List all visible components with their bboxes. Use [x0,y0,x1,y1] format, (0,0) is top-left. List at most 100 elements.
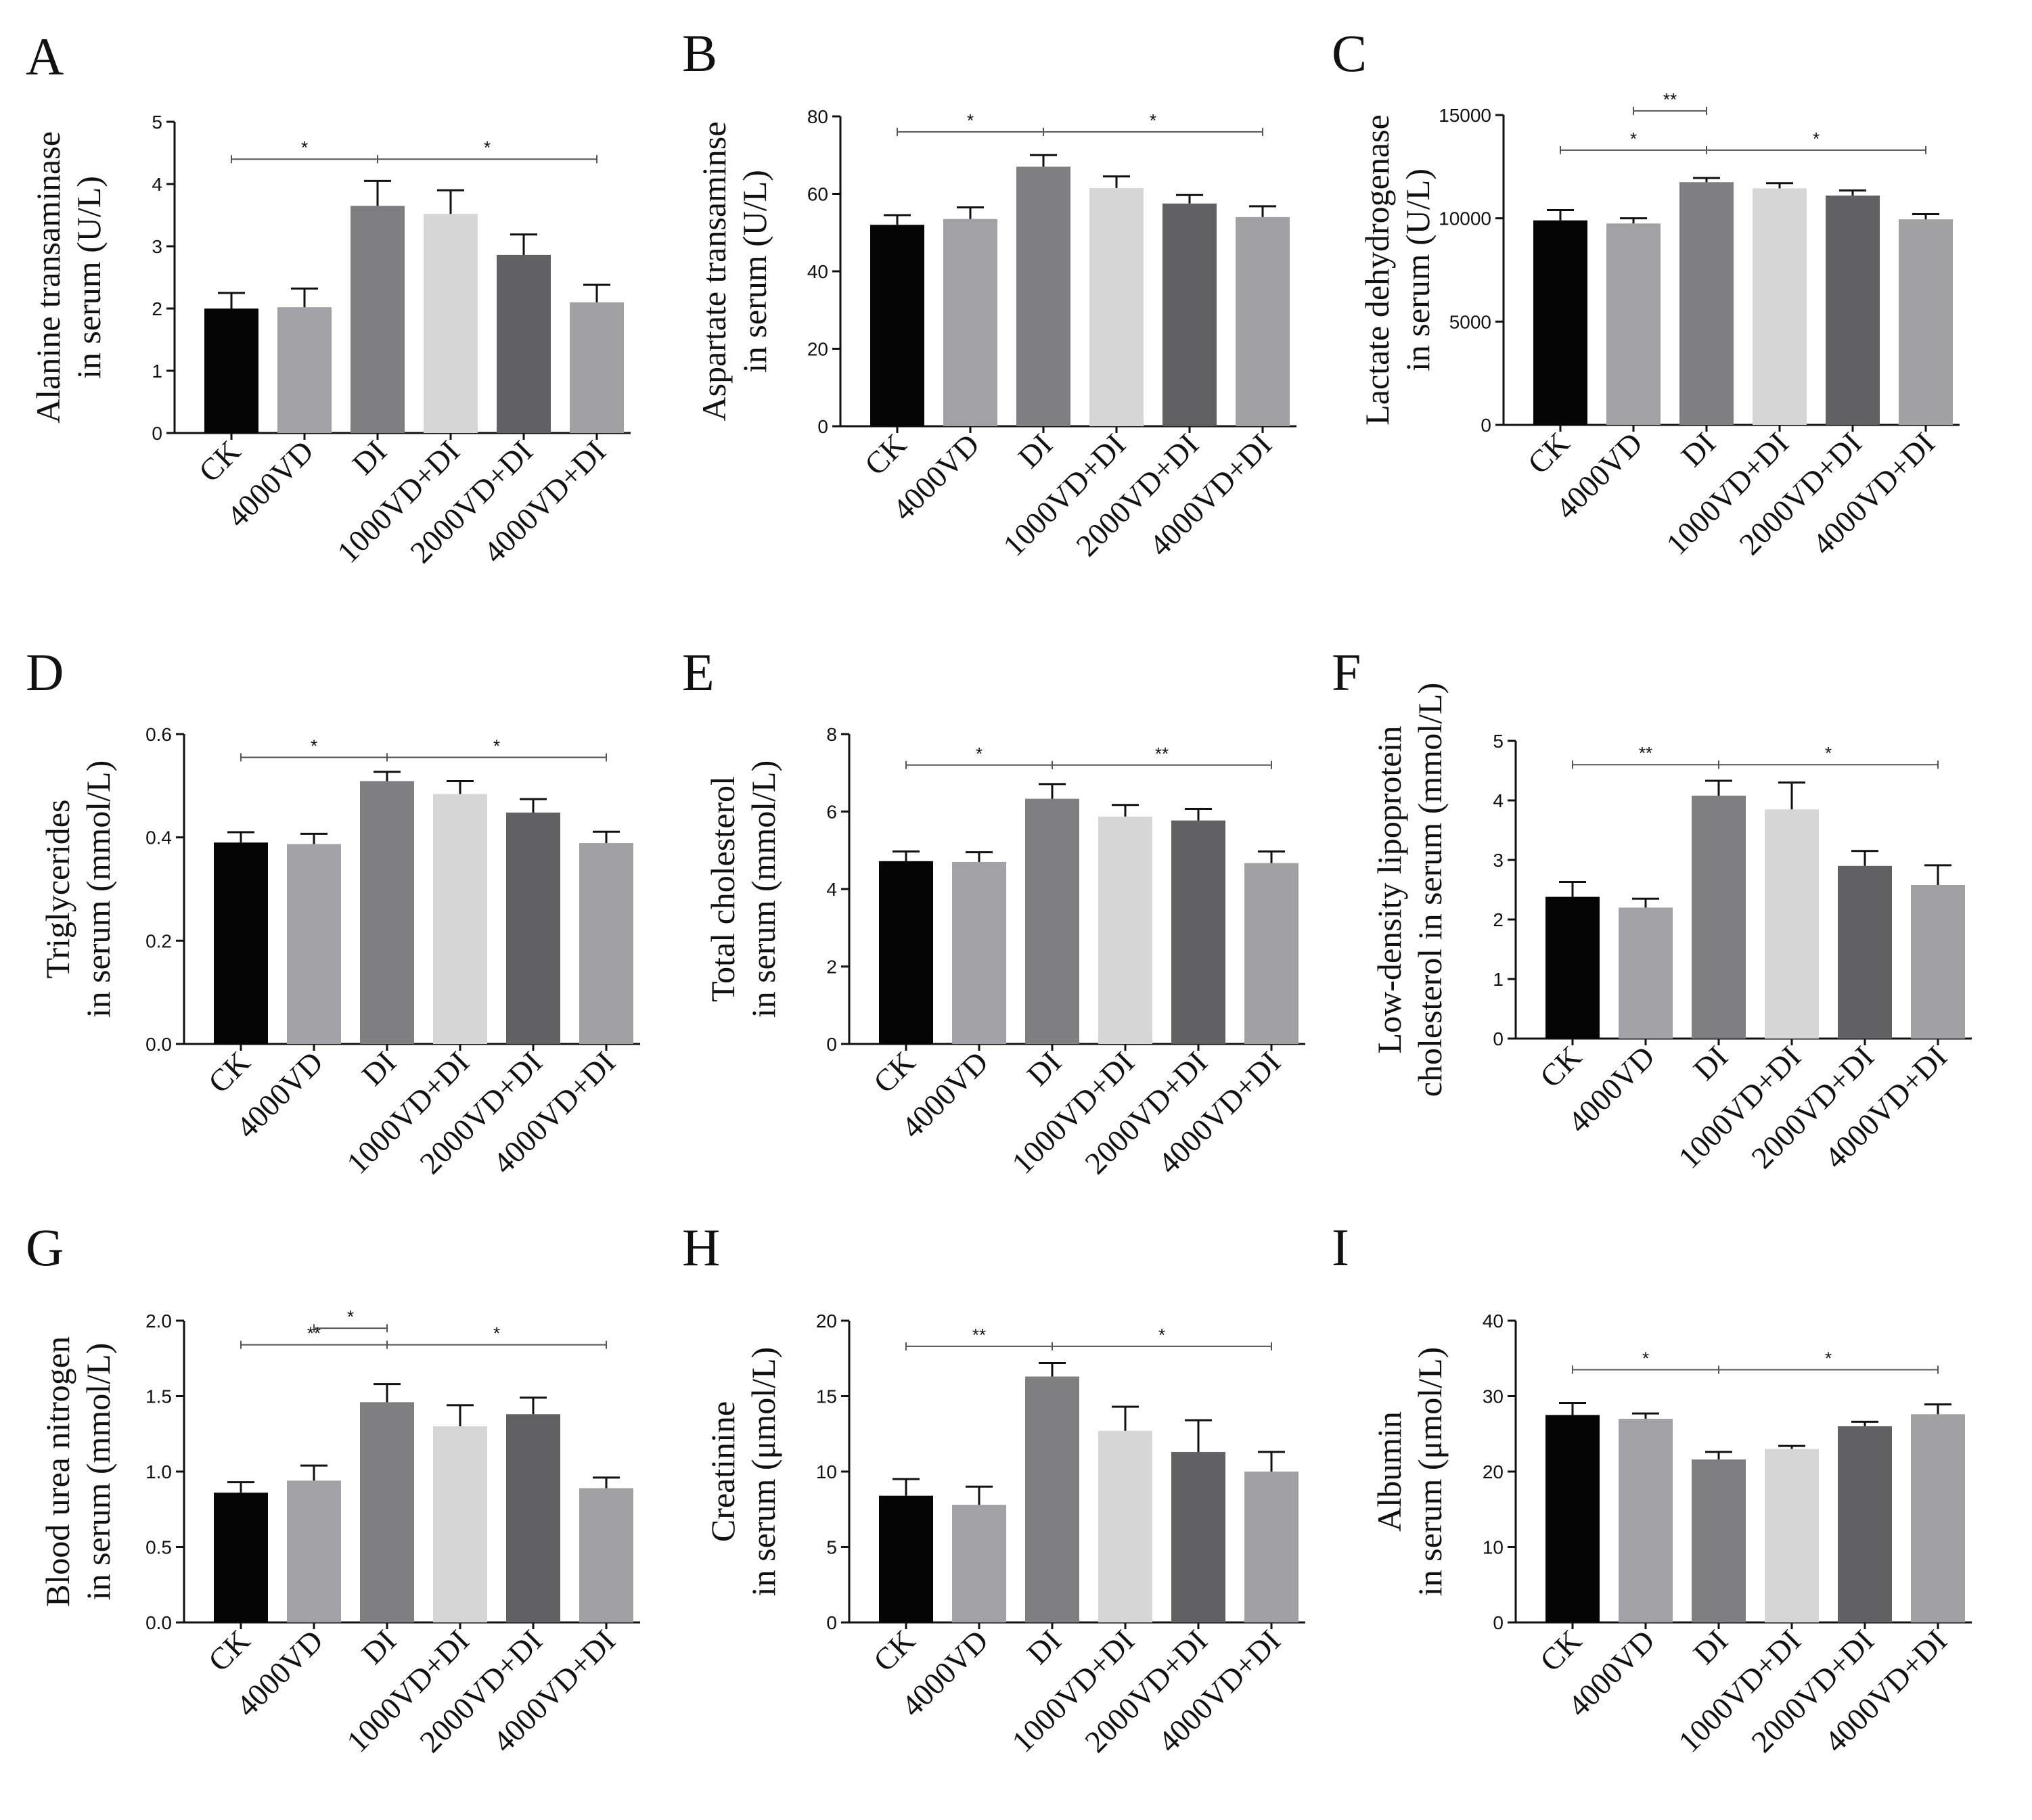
significance-label-a-1: * [484,137,491,158]
significance-label-h-1: * [1158,1325,1165,1345]
significance-label-a-0: * [301,137,308,158]
panel-letter-d: D [26,643,64,702]
bar-g-4 [506,1414,560,1622]
y-tick-label-c-3: 15000 [1439,105,1491,126]
x-tick-label-c-0: CK [1521,426,1576,480]
y-axis-label-d-2: in serum (mmol/L) [79,760,117,1018]
y-axis-label-c-1: Lactate dehydrogenase [1358,114,1396,425]
significance-label-g-2: * [493,1323,500,1344]
bar-g-3 [433,1426,487,1622]
y-tick-label-a-3: 3 [152,236,162,257]
bar-g-1 [287,1480,341,1622]
bar-a-4 [497,254,551,433]
panel-letter-g: G [26,1218,64,1277]
y-tick-label-a-4: 4 [152,174,162,195]
bar-d-5 [579,843,633,1044]
bar-a-2 [351,206,405,433]
y-axis-label-f-2: cholesterol in serum (mmol/L) [1411,683,1449,1097]
significance-label-i-0: * [1642,1348,1649,1368]
bar-b-1 [943,219,997,426]
y-tick-label-g-0: 0.0 [145,1612,172,1633]
significance-label-d-1: * [493,735,500,756]
panel-d: D Triglycerides in serum (mmol/L) 0.0 0.2 0.4… [26,643,640,1181]
y-tick-label-h-3: 15 [816,1386,837,1407]
x-tick-label-d-2: DI [355,1045,403,1092]
significance-label-c-2: * [1813,129,1820,149]
y-tick-label-g-2: 1.0 [145,1461,172,1482]
y-tick-label-i-0: 0 [1493,1612,1504,1633]
y-tick-label-h-0: 0 [826,1612,837,1633]
bar-b-5 [1236,217,1290,426]
y-tick-label-f-4: 4 [1493,790,1504,811]
bar-e-3 [1098,816,1152,1044]
y-tick-label-g-1: 0.5 [145,1537,172,1558]
y-tick-label-c-2: 10000 [1439,208,1491,229]
y-tick-label-d-0: 0.0 [145,1034,172,1055]
bar-e-5 [1244,863,1299,1044]
bar-h-0 [879,1495,933,1622]
y-tick-label-g-3: 1.5 [145,1386,172,1407]
panel-letter-c: C [1332,24,1367,83]
y-axis-label-b-2: in serum (U/L) [736,170,773,373]
bar-h-2 [1025,1376,1079,1622]
bar-f-1 [1619,907,1673,1039]
y-axis-label-h-2: in serum (μmol/L) [744,1347,782,1596]
bar-h-4 [1171,1452,1225,1622]
panel-e: E Total cholesterol in serum (mmol/L) 0 2 4 6 8… [682,643,1305,1181]
bar-d-3 [433,794,487,1044]
bar-i-5 [1911,1414,1965,1622]
y-tick-label-e-3: 6 [826,802,837,823]
bar-e-4 [1171,820,1225,1044]
panel-letter-a: A [26,27,64,86]
y-tick-label-e-0: 0 [826,1034,837,1055]
bar-e-1 [952,861,1006,1044]
x-tick-label-g-0: CK [202,1623,256,1678]
y-tick-label-h-2: 10 [816,1461,837,1482]
y-tick-label-d-2: 0.4 [145,827,172,848]
y-axis-label-g-2: in serum (mmol/L) [79,1343,117,1601]
bar-i-0 [1545,1415,1600,1622]
y-tick-label-c-0: 0 [1481,415,1491,436]
panel-letter-b: B [682,24,717,83]
y-tick-label-f-3: 3 [1493,850,1504,871]
x-tick-label-h-2: DI [1020,1623,1068,1670]
significance-label-f-1: * [1825,743,1832,763]
y-tick-label-i-4: 40 [1483,1311,1504,1332]
y-tick-label-a-5: 5 [152,112,162,133]
bar-d-4 [506,813,560,1044]
bar-g-0 [214,1493,268,1622]
bar-e-2 [1025,798,1079,1044]
x-tick-label-h-0: CK [867,1623,922,1678]
y-tick-label-e-2: 4 [826,879,837,900]
bar-a-5 [570,302,624,433]
y-axis-label-f-1: Low-density lipoprotein [1370,726,1408,1054]
y-tick-label-a-2: 2 [152,298,162,319]
y-tick-label-e-4: 8 [826,724,837,745]
x-tick-label-a-2: DI [346,434,393,481]
y-tick-label-d-3: 0.6 [145,724,172,745]
y-tick-label-f-2: 2 [1493,909,1504,930]
significance-label-d-0: * [311,735,317,756]
bar-e-0 [879,861,933,1044]
y-tick-label-e-1: 2 [826,957,837,978]
y-tick-label-b-2: 40 [807,261,828,282]
bar-b-4 [1162,203,1217,426]
bar-h-5 [1244,1472,1299,1622]
significance-label-g-0: * [347,1306,354,1327]
bar-i-3 [1765,1449,1819,1622]
bar-b-0 [870,225,924,426]
bar-c-3 [1753,188,1807,425]
x-tick-label-e-0: CK [867,1045,922,1099]
bar-g-2 [360,1402,414,1622]
panel-b: B Aspartate transaminse in serum (U/L) 0 20 4… [682,24,1296,563]
x-tick-label-i-0: CK [1533,1623,1588,1678]
bar-d-1 [287,844,341,1044]
y-axis-label-i-1: Albumin [1370,1411,1408,1532]
y-axis-label-d-1: Triglycerides [39,800,76,979]
y-tick-label-f-0: 0 [1493,1028,1504,1049]
y-tick-label-i-2: 20 [1483,1461,1504,1482]
